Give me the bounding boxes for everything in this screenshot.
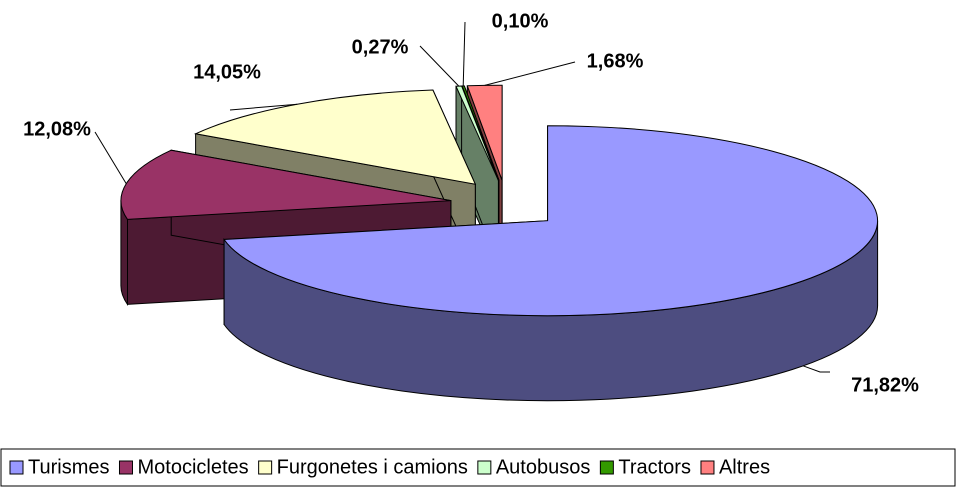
legend-swatch xyxy=(599,460,614,475)
legend-swatch xyxy=(477,460,492,475)
leader-line xyxy=(802,365,830,373)
slice xyxy=(120,149,451,220)
legend-label: Autobusos xyxy=(496,456,591,478)
legend-swatch xyxy=(258,460,273,475)
data-label: 71,82% xyxy=(851,374,919,396)
legend-label: Altres xyxy=(719,456,770,478)
legend-swatch xyxy=(9,460,24,475)
pie xyxy=(120,84,879,402)
data-label: 14,05% xyxy=(193,61,261,83)
legend-swatch xyxy=(118,460,133,475)
legend-swatch xyxy=(700,460,715,475)
legend-label: Tractors xyxy=(618,456,691,478)
data-label: 1,68% xyxy=(587,50,644,72)
leader-line xyxy=(419,45,460,87)
legend-label: Furgonetes i camions xyxy=(277,456,468,478)
data-label: 0,10% xyxy=(492,10,549,32)
legend-label: Turismes xyxy=(28,456,109,478)
leader-line xyxy=(462,21,466,87)
leader-line xyxy=(94,131,127,184)
legend-label: Motocicletes xyxy=(137,456,248,478)
leader-line xyxy=(229,103,298,111)
data-label: 12,08% xyxy=(23,118,91,140)
slice xyxy=(466,84,503,181)
leader-line xyxy=(484,61,576,86)
slice xyxy=(223,125,879,317)
data-labels: 71,82% 12,08% 14,05% 0,27% 0,10% 1,68% xyxy=(23,10,919,396)
legend: Turismes Motocicletes Furgonetes i camions… xyxy=(9,456,770,478)
data-label: 0,27% xyxy=(352,36,409,58)
